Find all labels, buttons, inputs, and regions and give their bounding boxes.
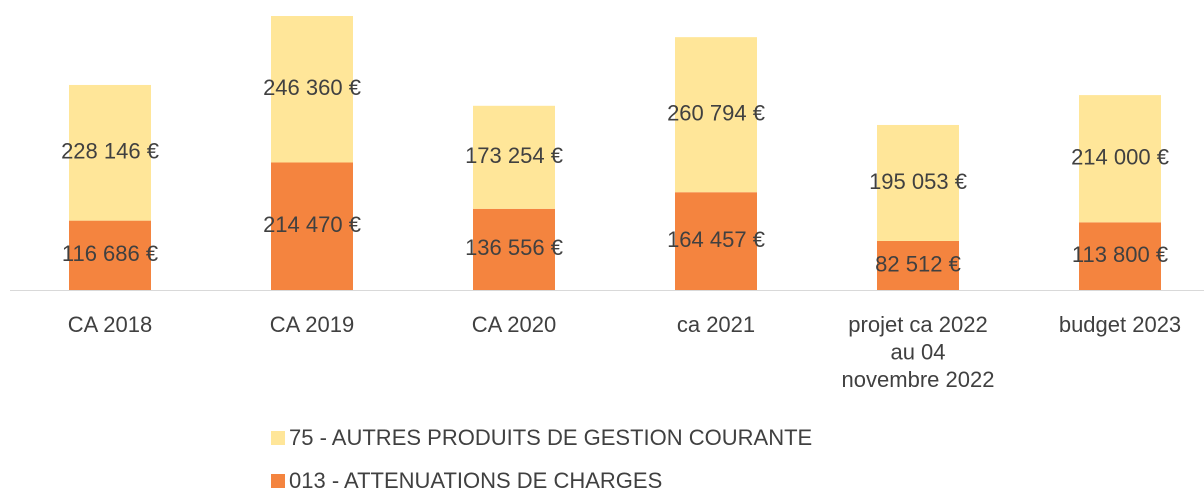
x-tick-label-line: projet ca 2022 <box>848 312 987 337</box>
legend-label: 75 - AUTRES PRODUITS DE GESTION COURANTE <box>289 425 812 450</box>
bar-segment <box>271 16 353 163</box>
bar-segment <box>69 220 151 290</box>
bar-segment <box>877 240 959 290</box>
data-label: 195 053 € <box>869 169 967 194</box>
bar-segment <box>1079 95 1161 223</box>
bar-segment <box>69 84 151 221</box>
data-label: 228 146 € <box>61 139 159 164</box>
data-label: 260 794 € <box>667 100 765 125</box>
data-label: 82 512 € <box>875 251 961 276</box>
bar-segment <box>473 105 555 209</box>
data-label: 116 686 € <box>62 241 158 266</box>
bar-segment <box>1079 222 1161 290</box>
legend-swatch <box>271 431 285 445</box>
x-tick-label: CA 2019 <box>270 312 354 337</box>
legend-label: 013 - ATTENUATIONS DE CHARGES <box>289 468 662 493</box>
data-label: 136 556 € <box>465 235 563 260</box>
bar-segment <box>877 124 959 241</box>
bar-segment <box>473 208 555 290</box>
data-label: 214 000 € <box>1071 145 1169 170</box>
x-tick-label: budget 2023 <box>1059 312 1181 337</box>
x-tick-label: projet ca 2022 au 04 novembre 2022 <box>842 312 995 392</box>
data-label: 113 800 € <box>1072 242 1168 267</box>
bar-segment <box>271 162 353 290</box>
x-tick-label: ca 2021 <box>677 312 755 337</box>
x-tick-label-line: novembre 2022 <box>842 367 995 392</box>
data-label: 173 254 € <box>465 143 563 168</box>
x-tick-label: CA 2018 <box>68 312 152 337</box>
x-tick-label-line: au 04 <box>890 339 945 364</box>
data-label: 164 457 € <box>667 227 765 252</box>
bar-segment <box>675 37 757 193</box>
legend-swatch <box>271 474 285 488</box>
data-label: 246 360 € <box>263 75 361 100</box>
data-label: 214 470 € <box>263 212 361 237</box>
x-tick-label: CA 2020 <box>472 312 556 337</box>
bar-segment <box>675 192 757 290</box>
